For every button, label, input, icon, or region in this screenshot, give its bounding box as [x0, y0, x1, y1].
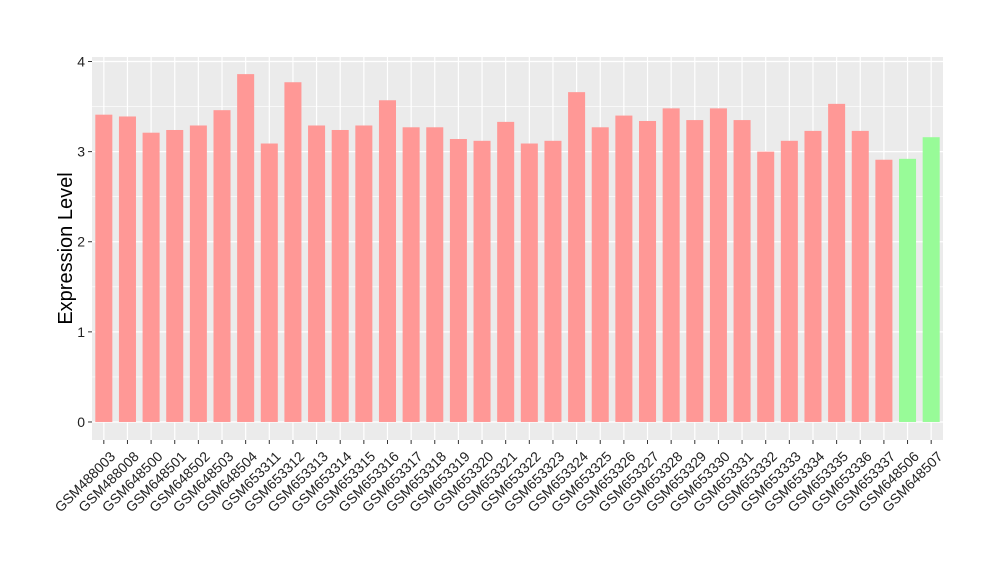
- y-axis: 0 1 2 3 4: [77, 54, 92, 430]
- y-tick-label: 0: [77, 414, 85, 430]
- bar-GSM653311: [260, 143, 278, 422]
- bar-GSM653318: [426, 127, 444, 422]
- bar-GSM653317: [402, 127, 420, 422]
- y-axis-label: Expression Level: [55, 172, 77, 324]
- bar-GSM653325: [591, 127, 609, 422]
- bar-GSM653336: [851, 130, 869, 422]
- bar-GSM653330: [709, 108, 727, 422]
- bar-GSM653319: [449, 139, 467, 422]
- bar-GSM488008: [118, 116, 136, 422]
- bar-GSM653328: [662, 108, 680, 422]
- bar-GSM653333: [780, 140, 798, 422]
- bar-GSM653315: [355, 125, 373, 422]
- bar-GSM653334: [804, 130, 822, 422]
- bar-GSM648503: [213, 110, 231, 422]
- bar-GSM653314: [331, 129, 349, 422]
- bar-GSM488003: [95, 114, 113, 422]
- bar-GSM653331: [733, 120, 751, 422]
- bar-GSM648504: [237, 74, 255, 422]
- bar-GSM653326: [615, 115, 633, 422]
- bar-GSM653320: [473, 140, 491, 422]
- y-tick-label: 3: [77, 144, 85, 160]
- bar-GSM653323: [544, 140, 562, 422]
- plot-panel: [92, 57, 943, 440]
- x-axis: GSM488003GSM488008GSM648500GSM648501GSM6…: [51, 440, 946, 515]
- bar-GSM648501: [166, 129, 184, 422]
- bar-GSM653329: [686, 120, 704, 422]
- bar-GSM653321: [497, 121, 515, 422]
- bar-GSM653332: [757, 151, 775, 422]
- bar-GSM653322: [520, 143, 538, 422]
- bar-GSM648500: [142, 132, 160, 422]
- bar-GSM653313: [308, 125, 326, 422]
- bar-GSM653335: [828, 103, 846, 422]
- bar-GSM653312: [284, 82, 302, 422]
- bars: [95, 74, 940, 422]
- bar-GSM648507: [922, 137, 940, 422]
- y-tick-label: 1: [77, 324, 85, 340]
- bar-GSM653316: [378, 100, 396, 422]
- bar-GSM653337: [875, 159, 893, 422]
- bar-GSM653327: [639, 120, 657, 422]
- bar-GSM648502: [189, 125, 207, 422]
- y-tick-label: 4: [77, 54, 85, 70]
- bar-GSM648506: [899, 158, 917, 422]
- y-tick-label: 2: [77, 234, 85, 250]
- bar-GSM653324: [568, 92, 586, 422]
